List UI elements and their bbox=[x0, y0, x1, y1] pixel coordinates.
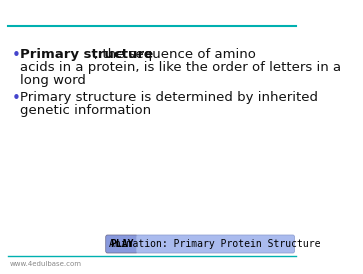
Text: Animation: Primary Protein Structure: Animation: Primary Protein Structure bbox=[110, 239, 321, 249]
FancyBboxPatch shape bbox=[106, 235, 138, 253]
Text: , the sequence of amino: , the sequence of amino bbox=[94, 48, 256, 61]
Text: •: • bbox=[12, 91, 21, 106]
Text: www.4edulbase.com: www.4edulbase.com bbox=[10, 261, 82, 267]
Text: genetic information: genetic information bbox=[20, 104, 151, 117]
Text: Primary structure: Primary structure bbox=[20, 48, 153, 61]
Text: Primary structure is determined by inherited: Primary structure is determined by inher… bbox=[20, 91, 318, 104]
Text: acids in a protein, is like the order of letters in a: acids in a protein, is like the order of… bbox=[20, 61, 341, 74]
Text: long word: long word bbox=[20, 74, 86, 87]
Text: •: • bbox=[12, 48, 21, 63]
FancyBboxPatch shape bbox=[136, 235, 294, 253]
Text: PLAY: PLAY bbox=[110, 239, 134, 249]
